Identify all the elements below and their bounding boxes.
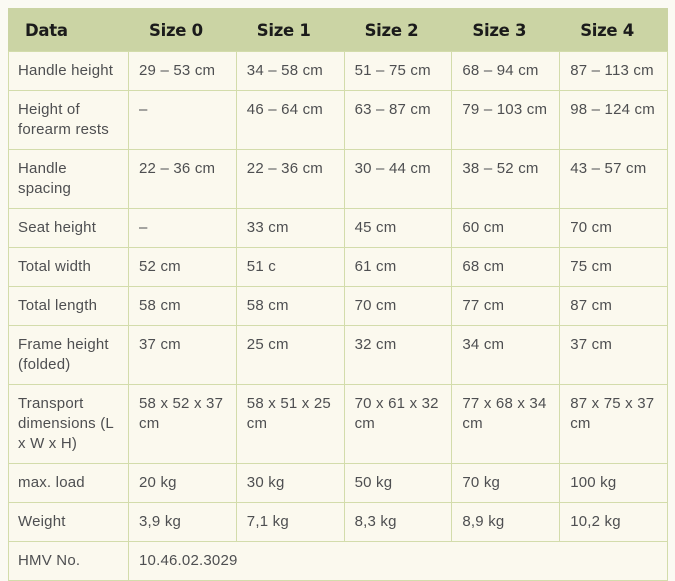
page: Data Size 0 Size 1 Size 2 Size 3 Size 4 Handl… xyxy=(8,8,668,581)
spec-value-cell: 52 cm xyxy=(128,247,237,287)
column-header-size-2: Size 2 xyxy=(343,8,453,52)
spec-value-cell: 30 kg xyxy=(235,463,345,503)
spec-value-cell: 68 – 94 cm xyxy=(451,51,561,91)
column-header-size-1: Size 1 xyxy=(235,8,345,52)
spec-value-cell: 58 cm xyxy=(128,286,237,326)
row-label: Total length xyxy=(8,286,129,326)
spec-value-cell: 22 – 36 cm xyxy=(235,149,345,209)
spec-value-cell: 68 cm xyxy=(451,247,561,287)
spec-value-cell: 32 cm xyxy=(343,325,453,385)
header-row: Data Size 0 Size 1 Size 2 Size 3 Size 4 xyxy=(8,8,668,52)
spec-value-cell: 37 cm xyxy=(559,325,668,385)
spec-value-cell: 7,1 kg xyxy=(235,502,345,542)
spec-value-cell: 87 x 75 x 37 cm xyxy=(559,384,668,464)
row-label: Weight xyxy=(8,502,129,542)
table-row: max. load 20 kg 30 kg 50 kg 70 kg 100 kg xyxy=(8,463,668,503)
spec-value-cell: 3,9 kg xyxy=(128,502,237,542)
spec-value-cell: 10,2 kg xyxy=(559,502,668,542)
spec-value-cell: 87 – 113 cm xyxy=(559,51,668,91)
spec-value-cell: 34 – 58 cm xyxy=(235,51,345,91)
spec-value-cell: 100 kg xyxy=(559,463,668,503)
spec-value-cell: 70 kg xyxy=(451,463,561,503)
spec-value-cell: 70 cm xyxy=(343,286,453,326)
row-label: Transport dimensions (L x W x H) xyxy=(8,384,129,464)
spec-value-cell: 61 cm xyxy=(343,247,453,287)
table-row: Handle height 29 – 53 cm 34 – 58 cm 51 – 75… xyxy=(8,51,668,91)
row-label: Handle spacing xyxy=(8,149,129,209)
spec-value-cell: 58 x 52 x 37 cm xyxy=(128,384,237,464)
spec-value-cell: 38 – 52 cm xyxy=(451,149,561,209)
row-label: Frame height (folded) xyxy=(8,325,129,385)
table-row: Weight 3,9 kg 7,1 kg 8,3 kg 8,9 kg 10,2 kg xyxy=(8,502,668,542)
table-row-hmv: HMV No. 10.46.02.3029 xyxy=(8,541,668,581)
spec-value-cell: 58 x 51 x 25 cm xyxy=(235,384,345,464)
product-spec-table: Data Size 0 Size 1 Size 2 Size 3 Size 4 Handl… xyxy=(8,8,668,581)
spec-value-cell: 70 cm xyxy=(559,208,668,248)
row-label: HMV No. xyxy=(8,541,129,581)
spec-value-cell: 51 c xyxy=(235,247,345,287)
spec-value-cell: 22 – 36 cm xyxy=(128,149,237,209)
row-label: max. load xyxy=(8,463,129,503)
spec-value-cell: 46 – 64 cm xyxy=(235,90,345,150)
spec-value-cell: 34 cm xyxy=(451,325,561,385)
spec-value-cell: 70 x 61 x 32 cm xyxy=(343,384,453,464)
spec-value-cell: 30 – 44 cm xyxy=(343,149,453,209)
table-row: Total length 58 cm 58 cm 70 cm 77 cm 87 cm xyxy=(8,286,668,326)
spec-value-cell: 87 cm xyxy=(559,286,668,326)
spec-value-cell: 75 cm xyxy=(559,247,668,287)
spec-value-cell: 29 – 53 cm xyxy=(128,51,237,91)
table-row: Seat height –33 cm 45 cm 60 cm 70 cm xyxy=(8,208,668,248)
spec-value-cell: 20 kg xyxy=(128,463,237,503)
spec-value-cell: 50 kg xyxy=(343,463,453,503)
spec-value-cell: – xyxy=(128,90,237,150)
spec-value-cell: 51 – 75 cm xyxy=(343,51,453,91)
table-header: Data Size 0 Size 1 Size 2 Size 3 Size 4 xyxy=(8,8,668,52)
spec-value-cell: 77 x 68 x 34 cm xyxy=(451,384,561,464)
column-header-data: Data xyxy=(8,8,129,52)
spec-value-cell: 8,3 kg xyxy=(343,502,453,542)
spec-value-cell: 8,9 kg xyxy=(451,502,561,542)
spec-value-cell: 63 – 87 cm xyxy=(343,90,453,150)
row-label: Total width xyxy=(8,247,129,287)
row-label: Seat height xyxy=(8,208,129,248)
table-row: Height of forearm rests –46 – 64 cm 63 – 8… xyxy=(8,90,668,150)
table-row: Frame height (folded) 37 cm 25 cm 32 cm 34 c… xyxy=(8,325,668,385)
column-header-size-0: Size 0 xyxy=(128,8,237,52)
spec-value-cell: 98 – 124 cm xyxy=(559,90,668,150)
row-label: Handle height xyxy=(8,51,129,91)
table-row: Transport dimensions (L x W x H) 58 x 52 … xyxy=(8,384,668,464)
spec-value-cell: 60 cm xyxy=(451,208,561,248)
column-header-size-3: Size 3 xyxy=(451,8,561,52)
spec-value-cell: 79 – 103 cm xyxy=(451,90,561,150)
table-row: Handle spacing 22 – 36 cm 22 – 36 cm 30 – 4… xyxy=(8,149,668,209)
hmv-number-value: 10.46.02.3029 xyxy=(128,541,668,581)
spec-value-cell: 45 cm xyxy=(343,208,453,248)
spec-value-cell: – xyxy=(128,208,237,248)
row-label: Height of forearm rests xyxy=(8,90,129,150)
spec-value-cell: 25 cm xyxy=(235,325,345,385)
spec-value-cell: 33 cm xyxy=(235,208,345,248)
spec-value-cell: 77 cm xyxy=(451,286,561,326)
table-body: Handle height 29 – 53 cm 34 – 58 cm 51 – 75… xyxy=(8,51,668,581)
table-row: Total width 52 cm 51 c 61 cm 68 cm 75 cm xyxy=(8,247,668,287)
spec-value-cell: 58 cm xyxy=(235,286,345,326)
spec-value-cell: 37 cm xyxy=(128,325,237,385)
spec-value-cell: 43 – 57 cm xyxy=(559,149,668,209)
column-header-size-4: Size 4 xyxy=(559,8,668,52)
